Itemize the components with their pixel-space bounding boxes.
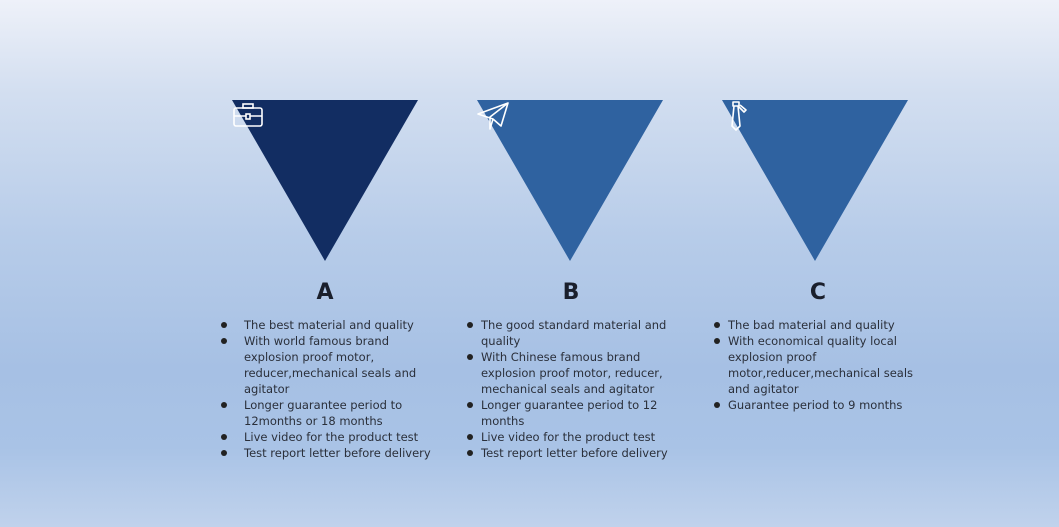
feature-list-c: The bad material and quality With economi…: [713, 317, 923, 413]
list-item: Longer guarantee period to 12months or 1…: [220, 397, 440, 429]
label-c: C: [809, 280, 827, 305]
briefcase-icon: [233, 103, 263, 127]
bullet-icon: [714, 402, 720, 408]
list-item: The bad material and quality: [713, 317, 923, 333]
feature-list-a: The best material and quality With world …: [220, 317, 440, 461]
list-item: Live video for the product test: [220, 429, 440, 445]
list-item-text: Longer guarantee period to 12 months: [481, 398, 658, 428]
list-item-text: Longer guarantee period to 12months or 1…: [244, 398, 403, 428]
list-item: With Chinese famous brand explosion proo…: [466, 349, 696, 397]
list-item-text: With world famous brand explosion proof …: [244, 334, 417, 396]
bullet-icon: [714, 338, 720, 344]
bullet-icon: [221, 402, 227, 408]
bullet-icon: [221, 322, 227, 328]
list-item-text: Live video for the product test: [481, 430, 656, 444]
bullet-icon: [221, 434, 227, 440]
bullet-icon: [467, 354, 473, 360]
paper-plane-icon: [477, 102, 509, 130]
list-item-text: The good standard material and quality: [481, 318, 667, 348]
triangle-a: [232, 100, 418, 261]
list-item: With economical quality local explosion …: [713, 333, 923, 397]
list-item-text: With economical quality local explosion …: [728, 334, 914, 396]
list-item: Guarantee period to 9 months: [713, 397, 923, 413]
list-item-text: The bad material and quality: [728, 318, 895, 332]
triangle-c: [722, 100, 908, 261]
list-item: Test report letter before delivery: [220, 445, 440, 461]
bullet-icon: [467, 434, 473, 440]
bullet-icon: [714, 322, 720, 328]
list-item-text: Guarantee period to 9 months: [728, 398, 903, 412]
bullet-icon: [221, 450, 227, 456]
bullet-icon: [467, 402, 473, 408]
feature-list-b: The good standard material and quality Wi…: [466, 317, 696, 461]
list-item-text: Test report letter before delivery: [244, 446, 431, 460]
list-item: Test report letter before delivery: [466, 445, 696, 461]
list-item: With world famous brand explosion proof …: [220, 333, 440, 397]
triangle-b: [477, 100, 663, 261]
bullet-icon: [221, 338, 227, 344]
list-item: The good standard material and quality: [466, 317, 696, 349]
list-item: Longer guarantee period to 12 months: [466, 397, 696, 429]
bullet-icon: [467, 450, 473, 456]
list-item-text: With Chinese famous brand explosion proo…: [481, 350, 663, 396]
list-item-text: The best material and quality: [244, 318, 414, 332]
list-item-text: Test report letter before delivery: [481, 446, 668, 460]
list-item: Live video for the product test: [466, 429, 696, 445]
label-a: A: [316, 280, 334, 305]
list-item-text: Live video for the product test: [244, 430, 419, 444]
label-b: B: [562, 280, 580, 305]
necktie-icon: [731, 101, 747, 131]
list-item: The best material and quality: [220, 317, 440, 333]
bullet-icon: [467, 322, 473, 328]
